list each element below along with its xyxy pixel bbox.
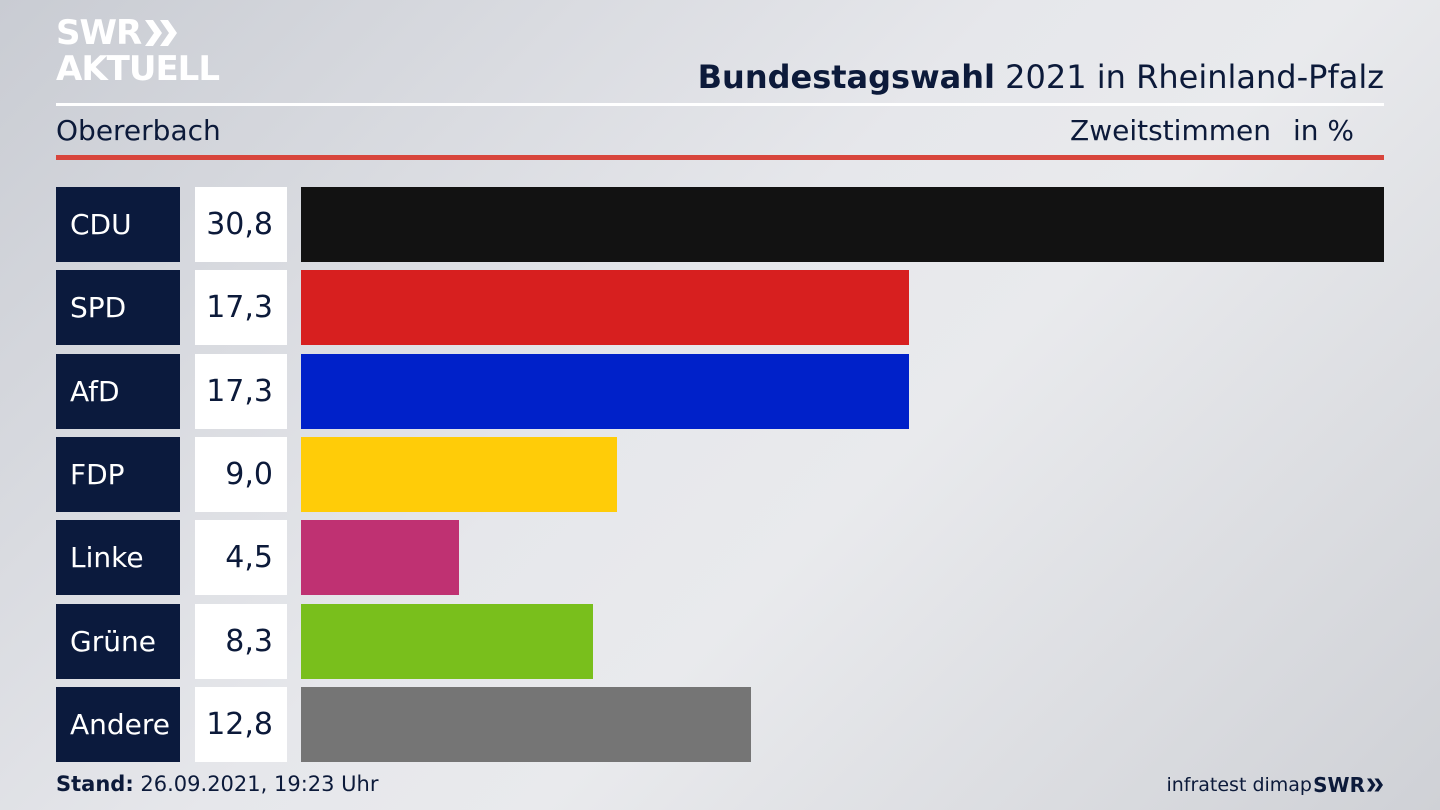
bar [301,686,751,762]
bar [301,520,459,596]
measure-label: Zweitstimmen in % [1070,114,1354,147]
logo-text-swr: SWR [56,13,142,53]
value-label: 4,5 [195,520,287,596]
header-divider [56,103,1384,106]
chart-row: CDU 30,8 [56,187,1384,262]
value-label: 12,8 [195,686,287,762]
chart-row: AfD 17,3 [56,353,1384,429]
party-label: Andere [56,686,180,762]
measure-name: Zweitstimmen [1070,114,1271,147]
chart-row: FDP 9,0 [56,436,1384,512]
region-label: Obererbach [56,114,221,147]
double-chevron-icon [145,20,178,46]
bar [301,270,909,346]
value-label: 17,3 [195,353,287,429]
logo-text-aktuell: AKTUELL [56,49,220,89]
page-title: Bundestagswahl 2021 in Rheinland-Pfalz [698,58,1384,96]
timestamp-value: 26.09.2021, 19:23 Uhr [133,772,379,796]
party-label: Linke [56,520,180,596]
bar [301,603,593,679]
bar [301,187,1384,262]
timestamp: Stand: 26.09.2021, 19:23 Uhr [56,772,379,796]
party-label: AfD [56,353,180,429]
source-credit: infratest dimap [1166,774,1312,796]
title-bold: Bundestagswahl [697,58,995,96]
accent-divider [56,155,1384,160]
party-label: Grüne [56,603,180,679]
chart-row: Linke 4,5 [56,520,1384,596]
chart-row: Grüne 8,3 [56,603,1384,679]
swr-aktuell-logo: SWR AKTUELL [56,13,220,89]
value-label: 30,8 [195,187,287,262]
value-label: 9,0 [195,436,287,512]
party-label: SPD [56,270,180,346]
double-chevron-small-icon [1367,778,1383,792]
party-label: FDP [56,436,180,512]
swr-footer-logo: SWR [1313,773,1384,797]
bar-chart: CDU 30,8 SPD 17,3 AfD 17,3 FDP 9,0 Linke 4,5 Grüne… [56,187,1384,762]
title-rest: 2021 in Rheinland-Pfalz [995,58,1384,96]
chart-row: SPD 17,3 [56,270,1384,346]
unit-label: in % [1292,114,1354,147]
swr-footer-text: SWR [1313,773,1365,797]
bar [301,436,617,512]
chart-row: Andere 12,8 [56,686,1384,762]
party-label: CDU [56,187,180,262]
timestamp-label: Stand: [56,772,134,796]
value-label: 17,3 [195,270,287,346]
bar [301,353,909,429]
value-label: 8,3 [195,603,287,679]
